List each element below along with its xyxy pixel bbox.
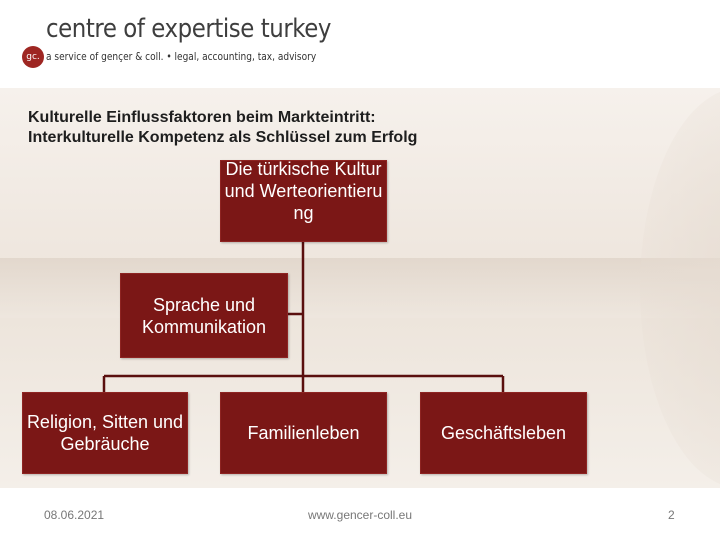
node-geschaeftsleben-label: Geschäftsleben [440, 423, 567, 443]
logo-mark: gc. [22, 46, 44, 68]
node-sprache: Sprache und Kommunikation [120, 273, 288, 358]
brand-title: centre of expertise turkey [46, 14, 332, 44]
page-number: 2 [668, 508, 675, 522]
header: gc. centre of expertise turkey a service… [0, 0, 720, 88]
slide-title-line2: Interkulturelle Kompetenz als Schlüssel … [28, 129, 418, 146]
node-religion-label: Religion, Sitten und Gebräuche [26, 412, 184, 454]
node-geschaeftsleben: Geschäftsleben [420, 392, 587, 474]
slide-title: Kulturelle Einflussfaktoren beim Marktei… [28, 108, 628, 148]
node-root: Die türkische Kultur und Werteorientieru… [220, 159, 387, 242]
footer-date: 08.06.2021 [44, 508, 105, 522]
node-familienleben: Familienleben [220, 392, 387, 474]
node-religion: Religion, Sitten und Gebräuche [22, 392, 188, 474]
node-root-label: Die türkische Kultur und Werteorientieru… [224, 159, 383, 223]
brand-subtitle: a service of gençer & coll. • legal, acc… [46, 50, 317, 63]
slide-title-line1: Kulturelle Einflussfaktoren beim Marktei… [28, 109, 376, 126]
node-familienleben-label: Familienleben [247, 423, 360, 443]
node-sprache-label: Sprache und Kommunikation [141, 294, 267, 337]
footer-url[interactable]: www.gencer-coll.eu [307, 508, 413, 522]
